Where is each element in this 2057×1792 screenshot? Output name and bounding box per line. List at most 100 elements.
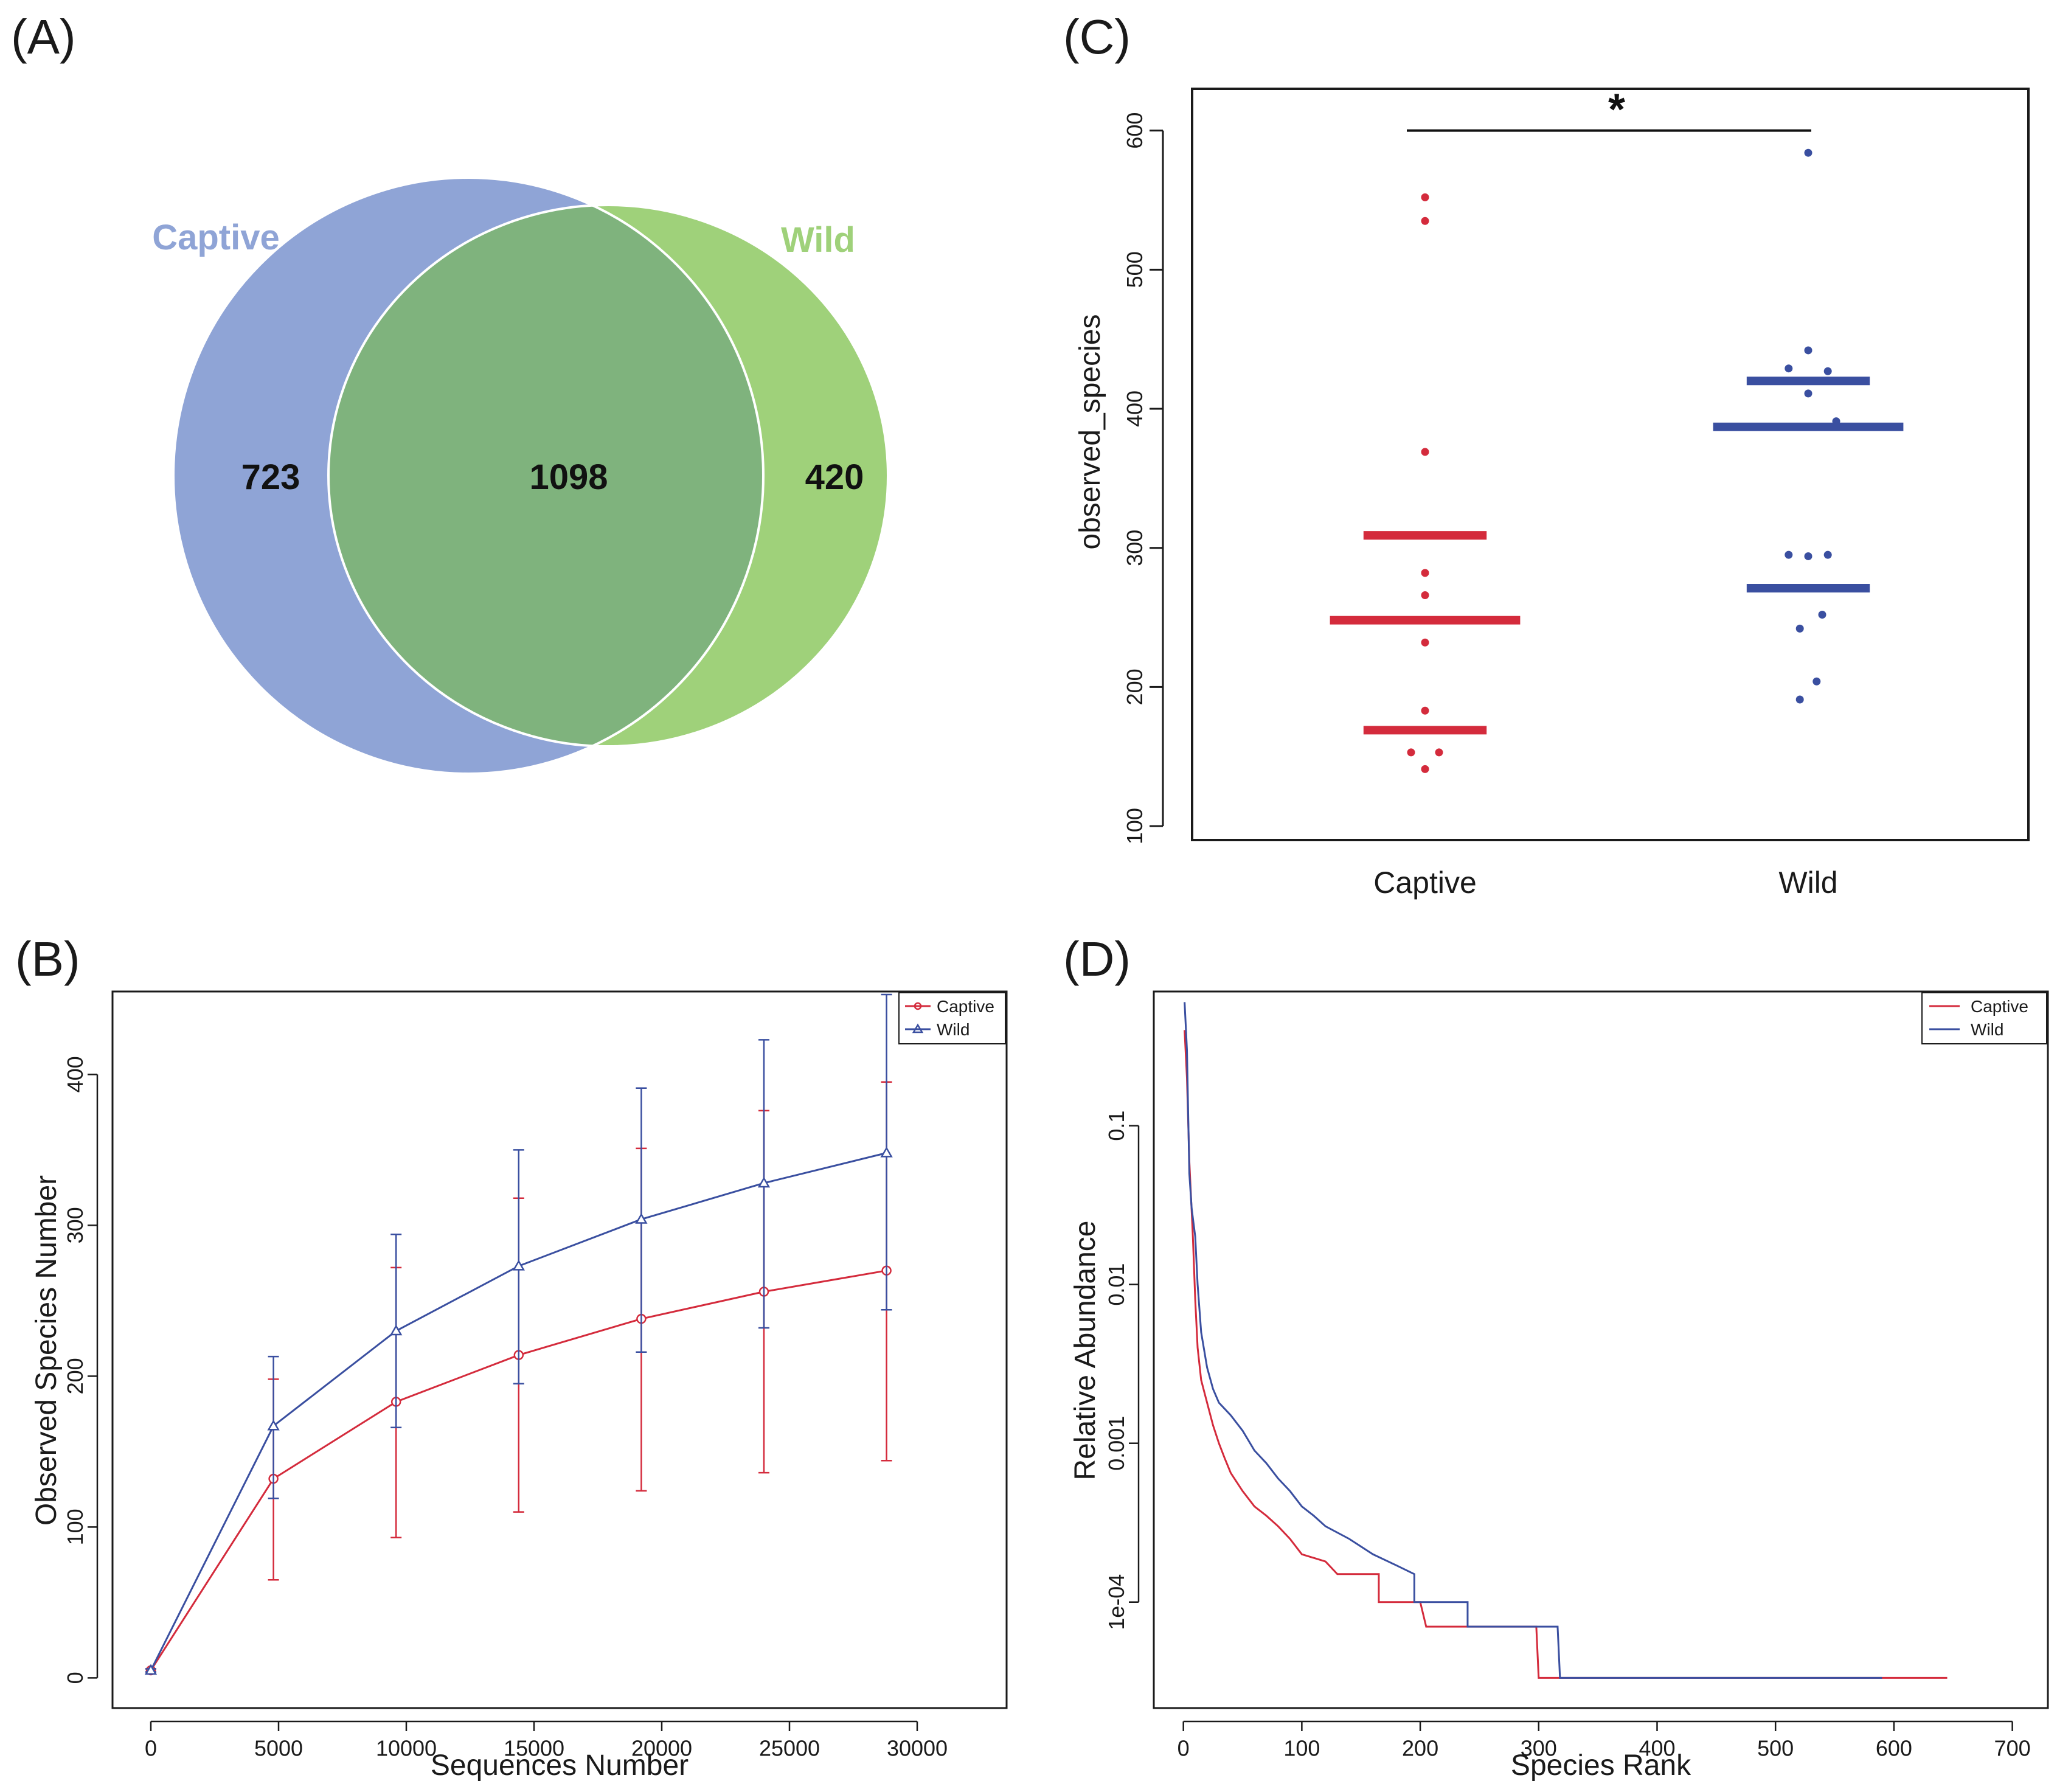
panel-c-wild-point [1818, 611, 1826, 619]
venn-overlap-region [328, 205, 763, 746]
panel-d-axes: 0 100 200 300 400 500 600 700 1e-04 0.001 0.01 0.1 [1104, 1111, 2031, 1761]
panel-d-rank-abundance: (D) 0 100 200 300 400 500 600 700 1e-04 0.001 0.01… [1063, 932, 2049, 1782]
panel-c-y-axis-title: observed_species [1074, 314, 1106, 550]
panel-b-legend-wild-marker [912, 1023, 924, 1033]
panel-c-wild-point [1785, 550, 1793, 559]
panel-d-x-tick-label: 0 [1178, 1735, 1190, 1760]
panel-c-captive-point [1421, 706, 1429, 715]
panel-c-wild-point [1812, 677, 1821, 686]
panel-c-captive-point [1421, 591, 1429, 599]
panel-c-wild-point [1823, 550, 1832, 559]
panel-c-axes: 100 200 300 400 500 600 Captive Wild [1122, 113, 1838, 900]
panel-b-legend-wild-label: Wild [937, 1020, 970, 1039]
panel-c-y-tick-label: 300 [1122, 530, 1147, 566]
panel-d-y-tick-label: 1e-04 [1104, 1574, 1129, 1630]
panel-c-y-tick-label: 600 [1122, 113, 1147, 149]
panel-b-x-axis-title: Sequences Number [431, 1749, 689, 1782]
panel-d-legend: Captive Wild [1921, 992, 2047, 1044]
panel-d-x-tick-label: 200 [1402, 1735, 1438, 1760]
panel-b-x-tick-label: 0 [145, 1735, 157, 1760]
panel-d-marks [1184, 1002, 1948, 1679]
panel-b-y-axis-title: Observed Species Number [30, 1175, 63, 1526]
panel-c-y-tick-label: 400 [1122, 391, 1147, 427]
panel-b-x-tick-label: 25000 [759, 1735, 820, 1760]
panel-b-wild-point [144, 1664, 158, 1675]
panel-b-wild-point [512, 1259, 525, 1271]
venn-captive-label: Captive [152, 218, 280, 257]
panel-d-y-tick-label: 0.001 [1104, 1416, 1129, 1471]
venn-captive-outline [172, 176, 765, 775]
panel-c-y-tick-label: 200 [1122, 669, 1147, 705]
panel-b-x-tick-label: 10000 [376, 1735, 437, 1760]
panel-d-x-tick-label: 500 [1757, 1735, 1794, 1760]
panel-d-x-tick-label: 700 [1994, 1735, 2031, 1760]
panel-d-plot-frame [1153, 990, 2049, 1709]
panel-d-label: (D) [1063, 932, 1131, 986]
panel-c-y-tick-label: 500 [1122, 251, 1147, 288]
panel-c-captive-point [1421, 193, 1429, 201]
panel-c-wild-point [1823, 367, 1832, 375]
panel-c-captive-point [1407, 748, 1415, 757]
panel-b-legend-box [898, 992, 1006, 1044]
panel-b-legend-captive-label: Captive [937, 997, 994, 1016]
panel-b-x-tick-label: 20000 [631, 1735, 692, 1760]
panel-a-label: (A) [11, 10, 76, 64]
panel-c-captive-point [1421, 638, 1429, 647]
panel-c-x-category-label: Wild [1778, 866, 1837, 900]
panel-c-wild-point [1795, 695, 1804, 704]
panel-b-y-tick-label: 200 [63, 1358, 88, 1394]
panel-b-plot-frame [111, 990, 1008, 1709]
venn-shared-count: 1098 [529, 457, 608, 497]
panel-d-y-tick-label: 0.01 [1104, 1263, 1129, 1306]
panel-c-label: (C) [1063, 10, 1131, 64]
panel-b-wild-point [267, 1419, 280, 1431]
panel-c-wild-point [1804, 552, 1812, 560]
panel-b-wild-point [390, 1324, 403, 1336]
panel-d-x-tick-label: 600 [1876, 1735, 1912, 1760]
panel-b-x-tick-label: 15000 [504, 1735, 564, 1760]
panel-d-y-axis-title: Relative Abundance [1069, 1221, 1101, 1481]
panel-b-rarefaction: (B) 0 5000 10000 15000 20000 25000 30000 0 100 20… [15, 932, 1008, 1782]
panel-d-x-tick-label: 300 [1521, 1735, 1557, 1760]
panel-b-x-tick-label: 5000 [254, 1735, 303, 1760]
panel-b-y-tick-label: 300 [63, 1207, 88, 1243]
panel-b-wild-point [880, 1146, 893, 1158]
venn-captive-unique-count: 723 [241, 457, 300, 497]
panel-b-x-tick-label: 30000 [887, 1735, 948, 1760]
panel-d-legend-box [1921, 992, 2047, 1044]
panel-c-captive-point [1421, 569, 1429, 577]
panel-a-venn: (A) Captive Wild 723 1098 420 [11, 10, 889, 775]
panel-d-x-axis-title: Species Rank [1511, 1749, 1691, 1782]
panel-c-dotplot: (C) 100 200 300 400 500 600 Captive Wild * obse… [1063, 10, 2030, 900]
panel-c-wild-point [1804, 389, 1812, 398]
panel-c-captive-point [1421, 765, 1429, 773]
panel-c-wild-point [1795, 624, 1804, 633]
panel-c-marks: * [1330, 86, 1904, 773]
panel-c-captive-point [1421, 448, 1429, 456]
panel-d-legend-wild-label: Wild [1971, 1020, 2003, 1039]
panel-c-captive-point [1421, 217, 1429, 225]
panel-b-wild-point [757, 1176, 771, 1188]
panel-b-legend-captive-marker [914, 1002, 922, 1010]
panel-c-y-tick-label: 100 [1122, 808, 1147, 844]
panel-d-captive-series-line [1184, 1030, 1948, 1679]
panel-d-x-tick-label: 400 [1639, 1735, 1675, 1760]
panel-d-legend-captive-label: Captive [1971, 997, 2028, 1016]
panel-c-x-category-label: Captive [1373, 866, 1477, 900]
panel-c-captive-point [1435, 748, 1443, 757]
panel-b-label: (B) [15, 932, 80, 986]
panel-d-x-tick-label: 100 [1283, 1735, 1320, 1760]
panel-b-marks [144, 993, 893, 1676]
panel-d-y-tick-label: 0.1 [1104, 1111, 1129, 1141]
panel-b-legend: Captive Wild [898, 992, 1006, 1044]
panel-c-wild-point [1832, 417, 1840, 426]
panel-c-plot-frame [1191, 88, 2030, 841]
panel-c-significance-star: * [1608, 86, 1625, 134]
panel-b-y-tick-label: 400 [63, 1056, 88, 1092]
panel-d-wild-series-line [1184, 1002, 1882, 1679]
panel-c-wild-point [1804, 346, 1812, 355]
venn-wild-label: Wild [781, 220, 855, 260]
venn-wild-unique-count: 420 [805, 457, 864, 497]
panel-b-y-tick-label: 100 [63, 1509, 88, 1545]
